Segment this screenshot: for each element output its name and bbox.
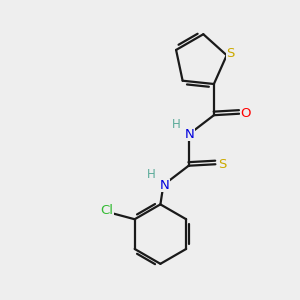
Text: S: S — [218, 158, 226, 171]
Text: O: O — [241, 107, 251, 120]
Text: H: H — [146, 168, 155, 181]
Text: N: N — [160, 178, 170, 192]
Text: H: H — [172, 118, 181, 130]
Text: N: N — [185, 128, 195, 141]
Text: S: S — [226, 47, 234, 60]
Text: Cl: Cl — [100, 204, 113, 217]
